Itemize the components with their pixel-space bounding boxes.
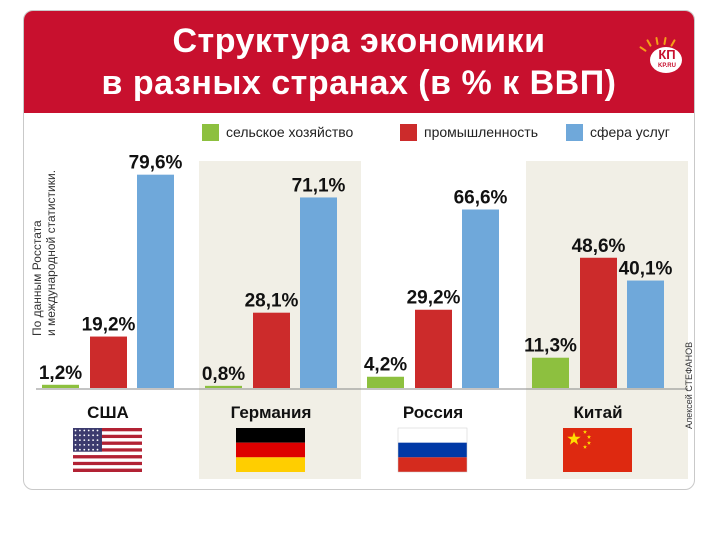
bar-germany-services xyxy=(300,197,337,388)
value-label-germany-industry: 28,1% xyxy=(245,291,299,312)
category-label-germany: Германия xyxy=(231,403,312,422)
usa-flag-icon xyxy=(73,428,142,472)
legend-label-services: сфера услуг xyxy=(590,124,670,140)
bar-usa-services xyxy=(137,174,174,388)
logo-text: КП xyxy=(658,47,676,62)
value-label-china-industry: 48,6% xyxy=(572,236,626,257)
bar-russia-industry xyxy=(415,309,452,388)
russia-flag-icon xyxy=(397,427,468,473)
bar-china-industry xyxy=(580,257,617,388)
legend-swatch-industry xyxy=(400,124,417,141)
value-label-germany-services: 71,1% xyxy=(292,175,346,196)
bar-china-agriculture xyxy=(532,357,569,388)
category-label-china: Китай xyxy=(573,403,622,422)
bar-germany-agriculture xyxy=(205,385,242,388)
value-label-china-agriculture: 11,3% xyxy=(524,336,577,357)
bar-russia-services xyxy=(462,209,499,388)
china-flag-icon xyxy=(563,428,632,472)
bar-russia-agriculture xyxy=(367,376,404,388)
author-credit: Алексей СТЕФАНОВ xyxy=(684,341,694,429)
bar-chart: 1,2% 19,2% 79,6% США 0,8% 28,1% 71,1% Германия 4… xyxy=(36,153,688,479)
chart-title-line2: в разных странах (в % к ВВП) xyxy=(101,64,617,102)
category-label-russia: Россия xyxy=(403,403,463,422)
category-label-usa: США xyxy=(87,403,129,422)
legend-swatch-agriculture xyxy=(202,124,219,141)
value-label-russia-services: 66,6% xyxy=(454,188,508,209)
value-label-usa-agriculture: 1,2% xyxy=(39,363,82,384)
chart-title-line1: Структура экономики xyxy=(172,22,546,60)
infographic-card: Структура экономики в разных странах (в … xyxy=(23,10,695,490)
bar-usa-agriculture xyxy=(42,384,79,388)
bar-usa-industry xyxy=(90,336,127,388)
value-label-russia-agriculture: 4,2% xyxy=(364,355,407,376)
value-label-germany-agriculture: 0,8% xyxy=(202,364,245,385)
kp-logo: КП KP.RU xyxy=(639,36,686,83)
logo-subtext: KP.RU xyxy=(658,63,676,69)
germany-flag-icon xyxy=(236,428,305,472)
value-label-usa-services: 79,6% xyxy=(129,153,183,174)
legend-label-industry: промышленность xyxy=(424,124,538,140)
bar-germany-industry xyxy=(253,312,290,388)
header-banner: Структура экономики в разных странах (в … xyxy=(24,11,694,113)
bar-china-services xyxy=(627,280,664,388)
value-label-usa-industry: 19,2% xyxy=(82,315,136,336)
legend-swatch-services xyxy=(566,124,583,141)
value-label-china-services: 40,1% xyxy=(619,259,673,280)
value-label-russia-industry: 29,2% xyxy=(407,288,461,309)
legend-label-agriculture: сельское хозяйство xyxy=(226,124,354,140)
